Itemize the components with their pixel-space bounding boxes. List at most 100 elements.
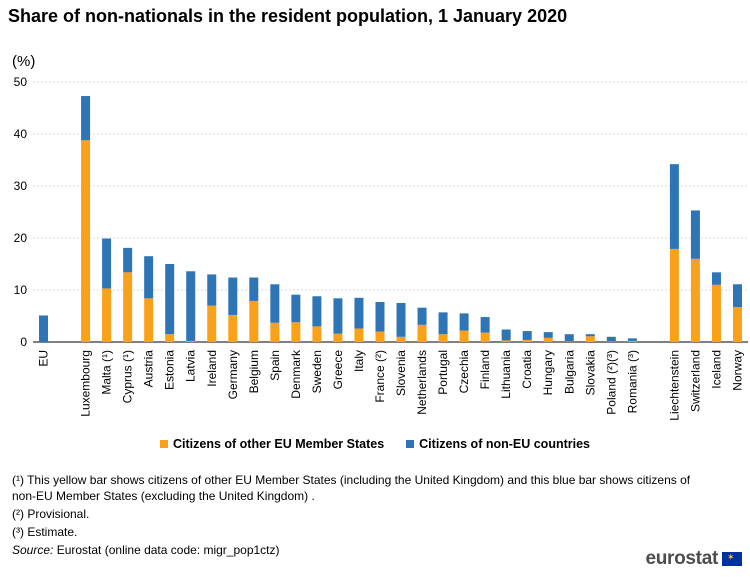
eurostat-logo[interactable]: eurostat bbox=[645, 548, 742, 570]
x-tick-label: Spain bbox=[268, 350, 282, 381]
bar-segment-eu[interactable] bbox=[144, 298, 154, 342]
bar-segment-eu[interactable] bbox=[207, 305, 217, 342]
x-tick-label: Luxembourg bbox=[79, 350, 93, 417]
bar-segment-eu[interactable] bbox=[312, 326, 322, 342]
source-label: Source: bbox=[12, 543, 54, 557]
bar-segment-eu[interactable] bbox=[228, 314, 238, 342]
bar-segment-eu[interactable] bbox=[333, 333, 343, 342]
x-tick-label: Sweden bbox=[310, 350, 324, 393]
y-axis-unit-label: (%) bbox=[12, 53, 35, 70]
bar-segment-non-eu[interactable] bbox=[291, 294, 301, 323]
eurostat-logo-text: eurostat bbox=[645, 548, 718, 569]
bar-segment-eu[interactable] bbox=[606, 341, 616, 342]
bar-segment-eu[interactable] bbox=[270, 322, 280, 342]
bar-segment-eu[interactable] bbox=[711, 284, 721, 342]
bar-segment-eu[interactable] bbox=[522, 339, 532, 342]
bar-segment-eu[interactable] bbox=[396, 336, 406, 342]
bar-segment-non-eu[interactable] bbox=[144, 256, 154, 299]
bar-segment-non-eu[interactable] bbox=[417, 307, 427, 325]
bar-segment-eu[interactable] bbox=[543, 337, 553, 342]
bar-segment-eu[interactable] bbox=[291, 322, 301, 342]
bar-segment-eu[interactable] bbox=[564, 341, 574, 342]
bar-segment-eu[interactable] bbox=[690, 258, 700, 342]
bar-segment-non-eu[interactable] bbox=[333, 298, 343, 334]
bar-segment-non-eu[interactable] bbox=[480, 317, 490, 333]
y-axis-ticks: 0 10 20 30 40 50 bbox=[14, 75, 28, 349]
bar-segment-non-eu[interactable] bbox=[711, 272, 721, 285]
bar-segment-non-eu[interactable] bbox=[543, 332, 553, 338]
source-line: Source: Eurostat (online data code: migr… bbox=[12, 542, 712, 558]
x-tick-label: Malta (¹) bbox=[100, 350, 114, 395]
bar-segment-eu[interactable] bbox=[501, 340, 511, 342]
bar-segment-non-eu[interactable] bbox=[354, 297, 364, 329]
bars bbox=[39, 96, 742, 342]
bar-segment-eu[interactable] bbox=[459, 330, 469, 342]
y-tick-label: 0 bbox=[20, 335, 27, 349]
bar-segment-eu[interactable] bbox=[669, 248, 679, 342]
y-tick-label: 40 bbox=[14, 127, 28, 141]
source-text: Eurostat (online data code: migr_pop1ctz… bbox=[56, 543, 280, 557]
bar-segment-non-eu[interactable] bbox=[228, 277, 238, 315]
bar-segment-non-eu[interactable] bbox=[564, 334, 574, 342]
legend-label-non-eu: Citizens of non-EU countries bbox=[419, 437, 590, 451]
footnote-3: (³) Estimate. bbox=[12, 525, 78, 539]
x-tick-label: Liechtenstein bbox=[667, 350, 681, 421]
bar-segment-eu[interactable] bbox=[732, 307, 742, 342]
bar-segment-non-eu[interactable] bbox=[249, 277, 259, 301]
bar-segment-non-eu[interactable] bbox=[102, 238, 112, 289]
bar-segment-non-eu[interactable] bbox=[312, 296, 322, 327]
bar-segment-eu[interactable] bbox=[123, 272, 133, 342]
bar-segment-non-eu[interactable] bbox=[270, 284, 280, 323]
x-tick-label: Ireland bbox=[205, 350, 219, 387]
bar-segment-non-eu[interactable] bbox=[669, 164, 679, 249]
legend-swatch-non-eu bbox=[406, 440, 415, 448]
x-tick-label: Estonia bbox=[163, 350, 177, 390]
x-tick-label: Lithuania bbox=[499, 350, 513, 399]
bar-segment-non-eu[interactable] bbox=[186, 271, 196, 341]
bar-segment-eu[interactable] bbox=[375, 331, 385, 342]
x-tick-label: Cyprus (¹) bbox=[121, 350, 135, 403]
legend-item-eu[interactable]: Citizens of other EU Member States bbox=[160, 437, 384, 451]
bar-segment-non-eu[interactable] bbox=[732, 284, 742, 308]
bar-segment-eu[interactable] bbox=[102, 288, 112, 342]
bar-segment-eu[interactable] bbox=[438, 334, 448, 342]
bar-segment-non-eu[interactable] bbox=[123, 247, 133, 273]
bar-segment-eu[interactable] bbox=[186, 340, 196, 342]
bar-segment-non-eu[interactable] bbox=[606, 336, 616, 342]
footnotes: (¹) This yellow bar shows citizens of ot… bbox=[12, 472, 712, 560]
x-tick-label: Poland (²)(³) bbox=[604, 350, 618, 415]
bar-segment-non-eu[interactable] bbox=[522, 331, 532, 340]
bar-segment-non-eu[interactable] bbox=[501, 329, 511, 341]
bar-segment-eu[interactable] bbox=[627, 340, 637, 342]
x-tick-label: Belgium bbox=[247, 350, 261, 393]
bar-segment-non-eu[interactable] bbox=[207, 274, 217, 306]
bar-segment-eu[interactable] bbox=[81, 140, 91, 342]
bar-segment-non-eu[interactable] bbox=[396, 303, 406, 337]
bar-segment-non-eu[interactable] bbox=[459, 313, 469, 331]
x-tick-label: Germany bbox=[226, 350, 240, 399]
x-tick-label: Croatia bbox=[520, 350, 534, 389]
bar-segment-non-eu[interactable] bbox=[438, 312, 448, 335]
bar-segment-eu[interactable] bbox=[165, 334, 175, 342]
footnote-1: (¹) This yellow bar shows citizens of ot… bbox=[12, 473, 691, 503]
bar-segment-non-eu[interactable] bbox=[81, 96, 91, 141]
legend-item-non-eu[interactable]: Citizens of non-EU countries bbox=[406, 437, 590, 451]
x-tick-label: Greece bbox=[331, 350, 345, 390]
bar-segment-eu[interactable] bbox=[249, 300, 259, 342]
bar-segment-eu[interactable] bbox=[480, 332, 490, 342]
bar-segment-non-eu[interactable] bbox=[39, 315, 49, 342]
bar-segment-non-eu[interactable] bbox=[165, 264, 175, 335]
x-tick-label: France (²) bbox=[373, 350, 387, 403]
bar-segment-non-eu[interactable] bbox=[690, 210, 700, 259]
bar-segment-non-eu[interactable] bbox=[585, 334, 595, 337]
x-tick-label: Iceland bbox=[709, 350, 723, 389]
x-tick-label: Finland bbox=[478, 350, 492, 389]
bar-segment-eu[interactable] bbox=[417, 324, 427, 342]
x-tick-label: Portugal bbox=[436, 350, 450, 395]
legend: Citizens of other EU Member States Citiz… bbox=[0, 437, 750, 451]
bar-segment-eu[interactable] bbox=[585, 336, 595, 342]
bar-segment-eu[interactable] bbox=[354, 328, 364, 342]
bar-segment-non-eu[interactable] bbox=[375, 301, 385, 332]
bar-segment-non-eu[interactable] bbox=[627, 338, 637, 341]
x-tick-label: Latvia bbox=[184, 350, 198, 382]
